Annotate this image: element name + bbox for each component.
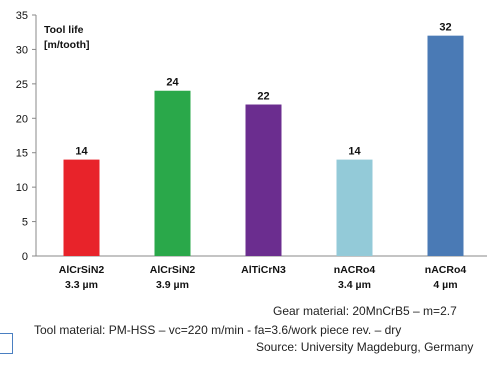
y-tick-label: 25 xyxy=(16,79,28,91)
footnote-gear-material: Gear material: 20MnCrB5 – m=2.7 xyxy=(273,304,457,318)
y-axis-title-line-1: Tool life xyxy=(44,24,84,36)
category-label: 3.9 µm xyxy=(156,279,189,291)
y-axis-title-line-2: [m/tooth] xyxy=(44,39,89,51)
category-label: AlCrSiN2 xyxy=(59,264,105,276)
y-tick-label: 10 xyxy=(16,182,28,194)
category-label: 3.3 µm xyxy=(65,279,98,291)
bar-value-label: 32 xyxy=(439,22,451,34)
y-tick-label: 30 xyxy=(16,44,28,56)
footnote-source: Source: University Magdeburg, Germany xyxy=(256,340,474,354)
bar-value-label: 14 xyxy=(75,146,88,158)
y-axis-ticks: 0 5 10 15 20 25 30 35 xyxy=(16,10,36,263)
bar-value-label: 24 xyxy=(166,77,179,89)
corner-frame xyxy=(0,333,13,354)
bar xyxy=(336,159,373,256)
data-labels: 14 24 22 14 32 xyxy=(75,22,451,158)
bars-group xyxy=(63,35,464,257)
bar xyxy=(245,104,282,256)
bar-chart: 0 5 10 15 20 25 30 35 14 24 22 14 32 AlCrSiN2 3.3 µm… xyxy=(16,10,487,291)
category-label: 4 µm xyxy=(433,279,457,291)
y-axis-title: Tool life [m/tooth] xyxy=(44,24,89,51)
bar xyxy=(154,90,191,256)
category-label: 3.4 µm xyxy=(338,279,371,291)
category-label: AlTiCrN3 xyxy=(241,264,286,276)
y-tick-label: 0 xyxy=(22,251,28,263)
category-label: nACRo4 xyxy=(334,264,376,276)
y-tick-label: 15 xyxy=(16,148,28,160)
x-axis-categories: AlCrSiN2 3.3 µm AlCrSiN2 3.9 µm AlTiCrN3 nACR… xyxy=(59,264,467,291)
bar xyxy=(427,35,464,257)
bar-value-label: 22 xyxy=(257,91,269,103)
y-tick-label: 5 xyxy=(22,217,28,229)
category-label: nACRo4 xyxy=(425,264,467,276)
category-label: AlCrSiN2 xyxy=(150,264,196,276)
y-tick-label: 35 xyxy=(16,10,28,22)
bar xyxy=(63,159,100,256)
y-tick-label: 20 xyxy=(16,113,28,125)
bar-value-label: 14 xyxy=(348,146,361,158)
footnote-tool-material: Tool material: PM-HSS – vc=220 m/min - f… xyxy=(34,323,402,337)
